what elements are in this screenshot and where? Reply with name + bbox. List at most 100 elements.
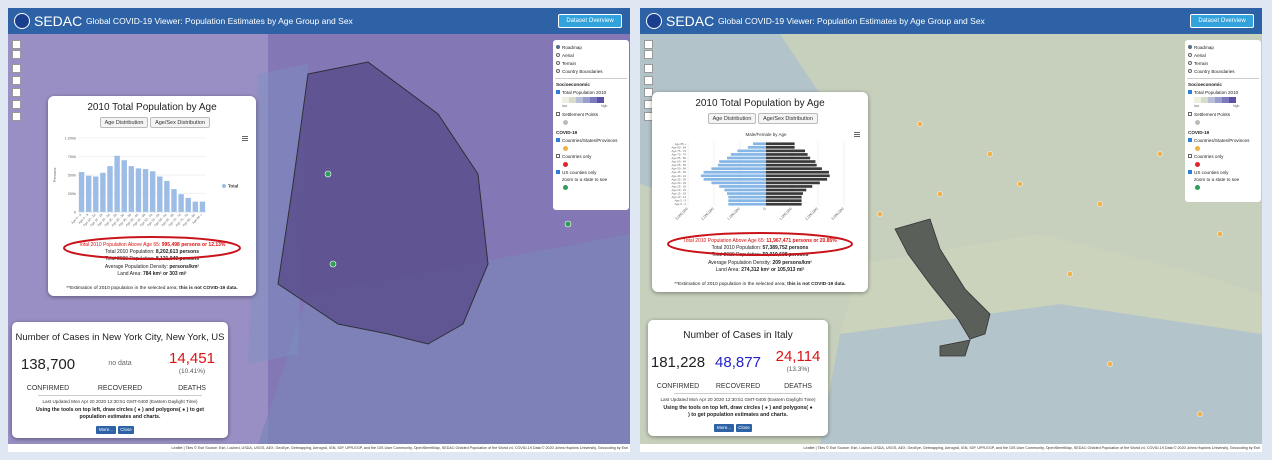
cases-button[interactable]: More... <box>714 424 734 432</box>
population-popup: 2010 Total Population by Age Age Distribu… <box>48 96 256 296</box>
checkbox[interactable] <box>1188 112 1192 116</box>
male-bar <box>703 170 766 174</box>
stat-line: Total 2010 Population Above Age 65: 995,… <box>48 242 256 248</box>
radio-button[interactable] <box>556 69 560 73</box>
x-tick-label: 2,000,000 <box>805 207 819 221</box>
draw-tool[interactable] <box>644 88 653 97</box>
category-label: Age 85 + <box>675 142 687 146</box>
cases-title: Number of Cases in New York City, New Yo… <box>15 332 225 343</box>
cases-label: RECOVERED <box>97 385 143 392</box>
dataset-overview-button[interactable]: Dataset Overview <box>1190 14 1254 28</box>
chart-tab-button[interactable]: Age Distribution <box>708 113 756 124</box>
radio-button[interactable] <box>556 53 560 57</box>
category-label: Age 65 - 69 <box>672 156 687 160</box>
legend-dot <box>563 146 568 151</box>
nasa-logo <box>14 13 30 29</box>
draw-tool[interactable] <box>12 64 21 73</box>
stat-line: Total 2010 Population: 8,202,613 persons <box>48 249 256 255</box>
radio-button[interactable] <box>556 45 560 49</box>
draw-tool[interactable] <box>12 112 21 121</box>
checkbox[interactable] <box>556 112 560 116</box>
last-updated: Last Updated Mon Apr 20 2020 12:30:51 GM… <box>660 397 816 402</box>
chart-tab-button[interactable]: Age Distribution <box>100 117 148 128</box>
chart-menu-icon[interactable] <box>854 136 860 137</box>
chart-menu-icon[interactable] <box>242 138 248 139</box>
bar <box>135 168 142 212</box>
chart-menu-icon[interactable] <box>242 136 248 137</box>
layer-label: Terrain <box>562 60 577 66</box>
confirmed-count: 138,700 <box>20 356 76 373</box>
covid-marker <box>1097 201 1103 207</box>
layer-label: COVID-19 <box>1188 129 1210 135</box>
draw-tool[interactable] <box>12 100 21 109</box>
male-bar <box>711 167 766 171</box>
radio-button[interactable] <box>1188 53 1192 57</box>
female-bar <box>766 142 795 146</box>
zoom-button[interactable] <box>12 50 21 59</box>
covid-marker <box>1067 271 1073 277</box>
male-bar <box>724 188 766 192</box>
dataset-overview-button[interactable]: Dataset Overview <box>558 14 622 28</box>
deaths-percent: (13.3%) <box>786 366 810 373</box>
radio-button[interactable] <box>1188 69 1192 73</box>
attribution: Leaflet | Tiles © Esri Source: Esri, i-c… <box>640 444 1262 452</box>
note-text: **Estimation of 2010 population in the s… <box>66 286 178 291</box>
radio-button[interactable] <box>1188 61 1192 65</box>
draw-tool[interactable] <box>12 76 21 85</box>
radio-button[interactable] <box>1188 45 1192 49</box>
female-bar <box>766 181 820 185</box>
chart-menu-icon[interactable] <box>242 140 248 141</box>
instructions: Using the tools on top left, draw circle… <box>663 405 813 418</box>
chart-menu-icon[interactable] <box>854 132 860 133</box>
legend-dot <box>1195 162 1200 167</box>
layer-label: Countries/States/Provinces <box>562 137 618 143</box>
y-tick-label: 250k <box>68 192 76 196</box>
covid-marker <box>324 170 332 178</box>
layer-label: Socioeconomic <box>1188 81 1222 87</box>
zoom-button[interactable] <box>644 50 653 59</box>
cases-box: Number of Cases in Italy 181,228 48,877 24,… <box>648 320 828 436</box>
chart-menu-icon[interactable] <box>854 134 860 135</box>
layer-label: Aerial <box>562 52 574 58</box>
selected-area <box>894 218 991 340</box>
female-bar <box>766 185 813 188</box>
male-bar <box>727 192 766 195</box>
category-label: Age 75 - 79 <box>672 149 687 153</box>
layer-note: zoom to a state to see <box>562 177 608 182</box>
female-bar <box>766 174 830 178</box>
female-bar <box>766 188 807 192</box>
stat-line: Total 2020 Population: 59,019,608 person… <box>652 252 868 258</box>
draw-tool[interactable] <box>644 76 653 85</box>
cases-button[interactable]: More... <box>96 426 116 434</box>
checkbox[interactable] <box>556 138 560 142</box>
zoom-button[interactable] <box>644 40 653 49</box>
checkbox[interactable] <box>556 90 560 94</box>
draw-tool[interactable] <box>12 88 21 97</box>
male-bar <box>728 199 766 203</box>
cases-button[interactable]: Close <box>118 426 134 434</box>
male-bar <box>753 142 766 146</box>
x-tick-label: 1,000,000 <box>779 207 793 221</box>
category-label: Age 5 - 9 <box>675 199 687 203</box>
checkbox[interactable] <box>1188 154 1192 158</box>
chart-tab-button[interactable]: Age/Sex Distribution <box>150 117 210 128</box>
cases-title: Number of Cases in Italy <box>683 330 793 341</box>
legend-swatch <box>569 97 576 103</box>
radio-button[interactable] <box>556 61 560 65</box>
checkbox[interactable] <box>556 154 560 158</box>
category-label: Age 60 - 64 <box>672 160 687 164</box>
draw-tool[interactable] <box>644 64 653 73</box>
checkbox[interactable] <box>1188 90 1192 94</box>
checkbox[interactable] <box>556 170 560 174</box>
checkbox[interactable] <box>1188 138 1192 142</box>
layer-label: Total Population 2010 <box>1194 89 1239 95</box>
cases-button[interactable]: Close <box>736 424 752 432</box>
zoom-button[interactable] <box>12 40 21 49</box>
chart-tab-button[interactable]: Age/Sex Distribution <box>758 113 818 124</box>
layer-control: Roadmap Aerial Terrain Country Boundaries So… <box>1185 40 1261 202</box>
stat-label: Total 2010 Population: <box>711 245 762 252</box>
app-title: Global COVID-19 Viewer: Population Estim… <box>718 16 985 26</box>
checkbox[interactable] <box>1188 170 1192 174</box>
